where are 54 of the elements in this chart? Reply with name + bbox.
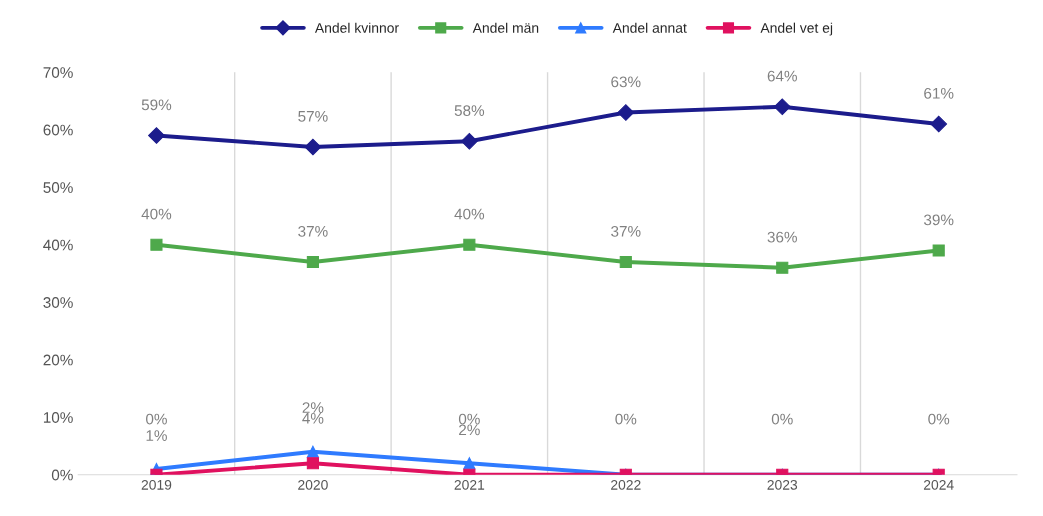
point bbox=[776, 261, 789, 274]
data-label: 2% bbox=[302, 402, 324, 413]
data-label: 61% bbox=[924, 87, 954, 99]
point bbox=[932, 244, 945, 257]
x-tick-label: 2023 bbox=[767, 479, 798, 490]
legend-label: Andel annat bbox=[612, 22, 687, 33]
data-label: 58% bbox=[454, 105, 485, 116]
data-label: 36% bbox=[767, 231, 797, 243]
point bbox=[150, 238, 163, 251]
data-label: 57% bbox=[298, 110, 328, 122]
point bbox=[306, 445, 319, 458]
y-tick-label: 40% bbox=[43, 239, 73, 251]
y-tick-label: 50% bbox=[43, 182, 73, 193]
point bbox=[304, 138, 322, 156]
x-tick-label: 2022 bbox=[611, 479, 641, 490]
point bbox=[619, 255, 632, 269]
point bbox=[463, 457, 476, 470]
y-tick-label: 0% bbox=[51, 469, 73, 481]
x-tick-label: 2021 bbox=[454, 479, 485, 490]
data-label: 0% bbox=[771, 413, 793, 425]
data-label: 2% bbox=[459, 424, 480, 436]
data-label: 39% bbox=[923, 214, 954, 226]
point bbox=[773, 98, 791, 116]
data-label: 0% bbox=[928, 413, 950, 425]
x-tick-label: 2019 bbox=[141, 479, 172, 490]
point bbox=[617, 104, 635, 121]
legend-label: Andel män bbox=[472, 22, 539, 33]
data-label: 4% bbox=[302, 412, 324, 424]
data-label: 64% bbox=[767, 70, 797, 82]
y-tick-label: 10% bbox=[43, 412, 73, 423]
data-label: 0% bbox=[458, 413, 480, 425]
x-tick-label: 2024 bbox=[923, 479, 954, 490]
point bbox=[460, 132, 478, 150]
y-tick-label: 60% bbox=[43, 124, 73, 136]
y-tick-label: 70% bbox=[43, 67, 73, 78]
y-tick-label: 20% bbox=[43, 354, 73, 366]
data-label: 59% bbox=[141, 99, 172, 111]
x-tick-label: 2020 bbox=[298, 479, 328, 490]
data-label: 1% bbox=[146, 430, 167, 441]
data-label: 37% bbox=[298, 225, 328, 237]
legend-label: Andel vet ej bbox=[760, 22, 833, 36]
data-label: 0% bbox=[615, 413, 637, 425]
legend-label: Andel kvinnor bbox=[314, 22, 399, 33]
y-tick-label: 30% bbox=[43, 297, 73, 308]
point bbox=[463, 238, 476, 251]
point bbox=[306, 255, 319, 269]
data-label: 40% bbox=[141, 208, 172, 220]
data-label: 0% bbox=[146, 413, 167, 425]
data-label: 40% bbox=[454, 208, 485, 220]
data-label: 63% bbox=[611, 76, 641, 88]
data-label: 37% bbox=[611, 225, 641, 237]
point bbox=[930, 115, 948, 133]
point bbox=[306, 457, 319, 470]
point bbox=[148, 127, 165, 144]
